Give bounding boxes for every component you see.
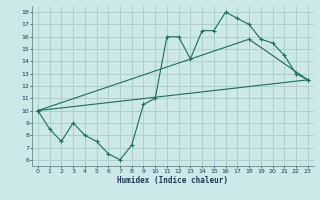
X-axis label: Humidex (Indice chaleur): Humidex (Indice chaleur) xyxy=(117,176,228,185)
